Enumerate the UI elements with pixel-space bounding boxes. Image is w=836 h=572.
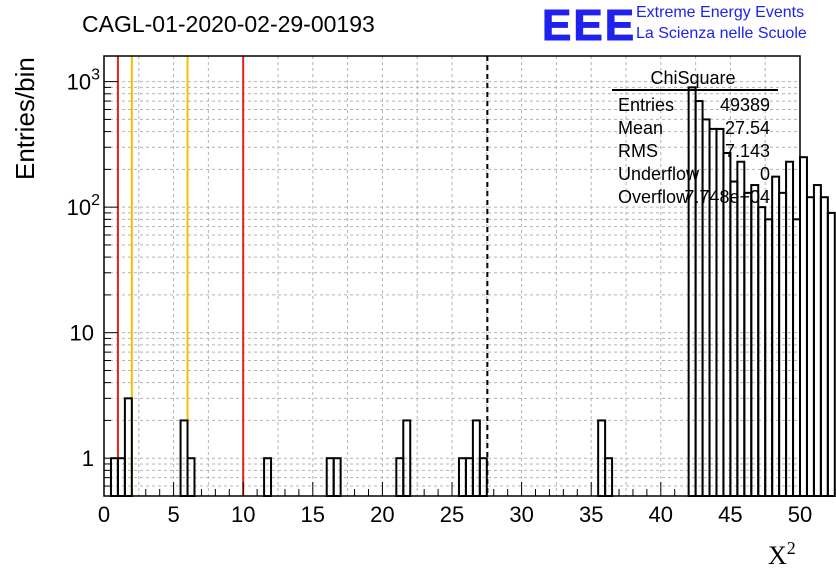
y-tick-label: 1: [82, 446, 94, 471]
x-tick-labels: 0 5 10 15 20 25 30 35 40 45 50: [98, 502, 812, 527]
y-axis-label: Entries/bin: [10, 57, 40, 180]
histogram-bin: [812, 184, 822, 498]
stats-row-value: 7.143: [725, 141, 770, 161]
histogram-bin: [736, 160, 746, 498]
x-tick-label: 50: [788, 502, 812, 527]
histogram-bin: [757, 206, 767, 497]
histogram-bin: [799, 156, 808, 497]
eee-logo: EEE Extreme Energy Events La Scienza nel…: [542, 1, 807, 51]
stats-row-label: Entries: [618, 95, 674, 115]
x-tick-label: 10: [231, 502, 255, 527]
x-tick-label: 0: [98, 502, 110, 527]
histogram-bin: [819, 196, 829, 498]
eee-logo-line1: Extreme Energy Events: [636, 4, 804, 21]
histogram-bin: [785, 160, 795, 498]
x-tick-label: 45: [718, 502, 742, 527]
histogram-bin: [771, 175, 781, 498]
histogram-bin: [805, 196, 815, 498]
y-tick-label: 102: [67, 192, 100, 220]
histogram-bin: [826, 211, 836, 497]
x-tick-label: 35: [579, 502, 603, 527]
x-tick-label: 25: [440, 502, 464, 527]
stats-row-label: Underflow: [618, 164, 700, 184]
stats-row-value: 7.748e+04: [684, 187, 770, 207]
histogram-bin: [123, 397, 133, 497]
histogram-bin: [750, 184, 760, 498]
stats-row-value: 27.54: [725, 118, 770, 138]
stats-row-label: Overflow: [618, 187, 690, 207]
axes: [103, 55, 801, 497]
stats-row-value: 49389: [720, 95, 770, 115]
stats-row-label: Mean: [618, 118, 663, 138]
stats-box: ChiSquare Entries 49389 Mean 27.54 RMS 7.143 U…: [612, 68, 778, 207]
histogram-bin: [708, 127, 718, 498]
stats-row-value: 0: [760, 164, 770, 184]
x-axis-label: X2: [768, 538, 796, 570]
y-tick-label: 103: [67, 67, 100, 95]
histogram-bin: [764, 218, 774, 497]
histogram-bin: [687, 86, 697, 498]
stats-title: ChiSquare: [650, 68, 735, 88]
x-tick-label: 15: [301, 502, 325, 527]
histogram-bin: [701, 118, 711, 498]
chart-title: CAGL-01-2020-02-29-00193: [82, 11, 375, 37]
x-tick-label: 20: [370, 502, 394, 527]
x-tick-label: 40: [649, 502, 673, 527]
histogram-bin: [792, 218, 801, 497]
eee-logo-mark: EEE: [542, 1, 636, 50]
histogram-bin: [694, 100, 704, 497]
x-tick-label: 30: [509, 502, 533, 527]
eee-logo-line2: La Scienza nelle Scuole: [636, 25, 807, 42]
y-tick-label: 10: [70, 321, 94, 346]
x-tick-label: 5: [167, 502, 179, 527]
stats-row-label: RMS: [618, 141, 658, 161]
y-tick-labels: 1 10 102 103: [67, 67, 100, 472]
histogram-bin: [715, 127, 725, 498]
